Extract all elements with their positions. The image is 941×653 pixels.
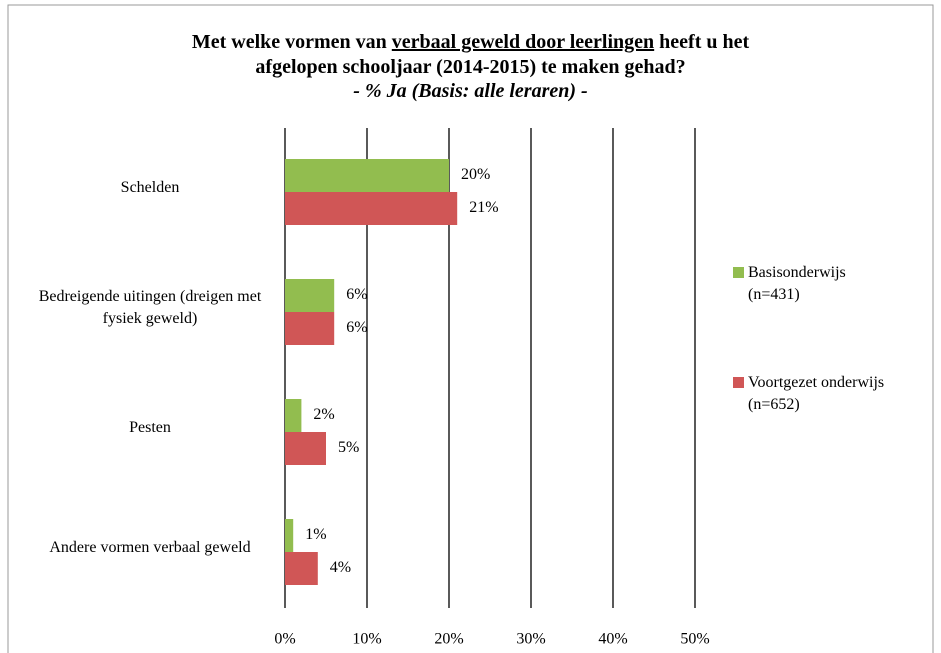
bar (285, 279, 335, 312)
legend-label: Voortgezet onderwijs (n=652) (748, 374, 885, 413)
data-label: 2% (313, 406, 334, 423)
data-label: 4% (330, 559, 351, 576)
bar (285, 399, 302, 432)
title-part: verbaal geweld door leerlingen (391, 31, 655, 53)
subtitle: - % Ja (Basis: alle leraren) - (353, 80, 588, 102)
data-label: 6% (346, 286, 367, 303)
x-tick-label: 40% (598, 631, 627, 648)
y-tick-label: Bedreigende uitingen (dreigen met fysiek… (38, 288, 262, 327)
bar (285, 192, 458, 225)
data-label: 21% (469, 199, 498, 216)
title-part: heeft u het afgelopen schooljaar (2014-2… (255, 31, 750, 78)
bar (285, 159, 449, 192)
legend-swatch (733, 267, 744, 278)
bar (285, 552, 318, 585)
y-tick-label: Andere vormen verbaal geweld (49, 539, 251, 556)
data-label: 6% (346, 319, 367, 336)
data-label: 5% (338, 439, 359, 456)
frame (7, 4, 934, 653)
data-label: 20% (461, 166, 490, 183)
bar (285, 312, 335, 345)
chart-title: Met welke vormen van verbaal geweld door… (0, 30, 941, 80)
bar (285, 432, 326, 465)
legend-swatch (733, 377, 744, 388)
legend-label: Basisonderwijs (n=431) (748, 264, 846, 303)
x-tick-label: 0% (274, 631, 295, 648)
title-part: Met welke vormen van (191, 31, 392, 53)
bar (285, 519, 294, 552)
x-tick-label: 10% (352, 631, 381, 648)
x-tick-label: 20% (434, 631, 463, 648)
y-tick-label: Pesten (129, 419, 171, 436)
x-tick-label: 30% (516, 631, 545, 648)
data-label: 1% (305, 526, 326, 543)
y-tick-label: Schelden (120, 179, 180, 196)
x-tick-label: 50% (680, 631, 709, 648)
